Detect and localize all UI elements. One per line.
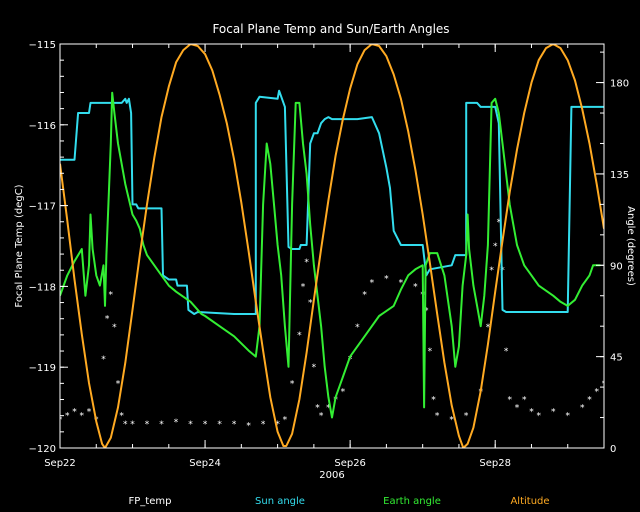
fp-temp-point: *: [602, 379, 607, 389]
fp-temp-point: *: [424, 307, 429, 317]
fp-temp-point: *: [341, 387, 346, 397]
fp-temp-point: *: [594, 387, 599, 397]
legend: FP_temp Sun angle Earth angle Altitude: [129, 496, 550, 507]
fp-temp-point: *: [551, 408, 556, 418]
fp-temp-point: *: [507, 396, 512, 406]
fp-temp-point: *: [413, 282, 418, 292]
x-tick-label: Sep24: [189, 458, 221, 469]
fp-temp-point: *: [529, 408, 534, 418]
altitude-line: [60, 44, 604, 448]
fp-temp-point: *: [370, 278, 375, 288]
fp-temp-point: *: [80, 412, 85, 422]
fp-temp-point: *: [261, 420, 266, 430]
y2-axis-label: Angle (degrees): [625, 206, 636, 286]
fp-temp-point: *: [565, 412, 570, 422]
fp-temp-point: *: [504, 347, 509, 357]
fp-temp-point: *: [101, 355, 106, 365]
fp-temp-point: *: [486, 323, 491, 333]
fp-temp-point: *: [536, 412, 541, 422]
fp-temp-point: *: [297, 331, 302, 341]
y-axis-right: 0 45 90 135 180: [596, 51, 629, 455]
fp-temp-point: *: [72, 408, 77, 418]
fp-temp-point: *: [112, 323, 117, 333]
fp-temp-point: *: [515, 404, 520, 414]
y2-tick-label: 180: [610, 79, 629, 90]
fp-temp-point: *: [435, 412, 440, 422]
x-tick-label: Sep28: [479, 458, 511, 469]
fp-temp-point: *: [203, 420, 208, 430]
fp-temp-point: *: [464, 412, 469, 422]
y-axis-label: Focal Plane Temp (degC): [14, 184, 25, 307]
fp-temp-point: *: [87, 408, 92, 418]
fp-temp-point: *: [384, 274, 389, 284]
fp-temp-point: *: [580, 404, 585, 414]
fp-temp-point: *: [246, 421, 251, 431]
fp-temp-point: *: [319, 412, 324, 422]
fp-temp-point: *: [312, 363, 317, 373]
y-tick-label: −119: [29, 363, 56, 374]
fp-temp-point: *: [399, 278, 404, 288]
fp-temp-point: *: [449, 416, 454, 426]
chart-title: Focal Plane Temp and Sun/Earth Angles: [212, 22, 449, 36]
x-tick-label: Sep26: [334, 458, 366, 469]
legend-sun-angle: Sun angle: [255, 496, 305, 507]
fp-temp-point: *: [304, 258, 309, 268]
fp-temp-point: *: [301, 282, 306, 292]
fp-temp-point: *: [65, 412, 70, 422]
fp-temp-point: *: [109, 290, 114, 300]
x-axis: Sep22 Sep24 Sep26 Sep28: [44, 44, 605, 469]
fp-temp-point: *: [315, 404, 320, 414]
y-tick-label: −117: [29, 202, 56, 213]
y2-tick-label: 90: [610, 261, 623, 272]
fp-temp-point: *: [326, 404, 331, 414]
fp-temp-point: *: [489, 266, 494, 276]
fp-temp-point: *: [130, 420, 135, 430]
fp-temp-point: *: [116, 379, 121, 389]
fp-temp-point: *: [355, 323, 360, 333]
y-tick-label: −116: [29, 121, 56, 132]
y-tick-label: −115: [29, 40, 56, 51]
legend-earth-angle: Earth angle: [383, 496, 441, 507]
fp-temp-point: *: [348, 355, 353, 365]
x-axis-label: 2006: [319, 470, 344, 481]
y-tick-label: −120: [29, 444, 56, 455]
sun-angle-line: [60, 89, 604, 315]
fp-temp-point: *: [497, 218, 502, 228]
fp-temp-point: *: [493, 242, 498, 252]
plot-series-layer: * * * * ********* * * * * * * * * * * * ****************…: [58, 44, 607, 448]
plot-frame: [59, 43, 605, 449]
fp-temp-point: *: [431, 396, 436, 406]
y-axis-left: −115 −116 −117 −118 −119 −120: [29, 40, 68, 455]
fp-temp-point: *: [159, 420, 164, 430]
fp-temp-point: *: [123, 420, 128, 430]
fp-temp-point: *: [174, 418, 179, 428]
fp-temp-point: *: [428, 347, 433, 357]
y2-tick-label: 0: [610, 444, 616, 455]
y2-tick-label: 45: [610, 353, 623, 364]
y-tick-label: −118: [29, 282, 56, 293]
legend-altitude: Altitude: [510, 496, 549, 507]
fp-temp-point: *: [275, 420, 280, 430]
fp-temp-point: *: [587, 396, 592, 406]
y2-tick-label: 135: [610, 170, 629, 181]
fp-temp-point: *: [290, 379, 295, 389]
fp-temp-point: *: [105, 315, 110, 325]
fp-temp-point: *: [145, 420, 150, 430]
legend-fp-temp: FP_temp: [129, 496, 172, 507]
fp-temp-point: *: [522, 396, 527, 406]
fp-temp-point: *: [188, 420, 193, 430]
x-tick-label: Sep22: [44, 458, 76, 469]
fp-temp-point: *: [283, 416, 288, 426]
fp-temp-point: *: [119, 412, 124, 422]
fp-temp-point: *: [217, 420, 222, 430]
fp-temp-point: *: [308, 299, 313, 309]
fp-temp-point: *: [232, 420, 237, 430]
fp-temp-point: *: [362, 290, 367, 300]
fp-temp-point: *: [58, 416, 63, 426]
